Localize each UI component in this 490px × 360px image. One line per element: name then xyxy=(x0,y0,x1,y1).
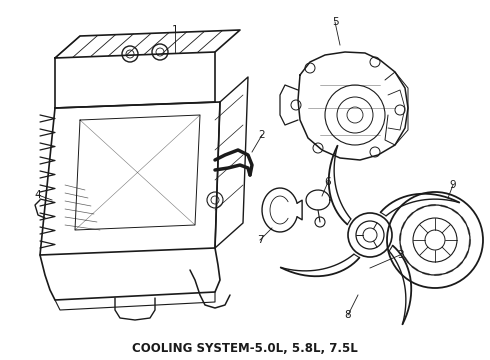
Text: COOLING SYSTEM-5.0L, 5.8L, 7.5L: COOLING SYSTEM-5.0L, 5.8L, 7.5L xyxy=(132,342,358,355)
Text: 5: 5 xyxy=(332,17,338,27)
Text: 8: 8 xyxy=(344,310,351,320)
Text: 7: 7 xyxy=(257,235,263,245)
Text: 9: 9 xyxy=(450,180,456,190)
Text: 1: 1 xyxy=(172,25,178,35)
Text: 6: 6 xyxy=(325,177,331,187)
Text: 3: 3 xyxy=(397,250,403,260)
Text: 2: 2 xyxy=(259,130,265,140)
Text: 4: 4 xyxy=(35,190,41,200)
